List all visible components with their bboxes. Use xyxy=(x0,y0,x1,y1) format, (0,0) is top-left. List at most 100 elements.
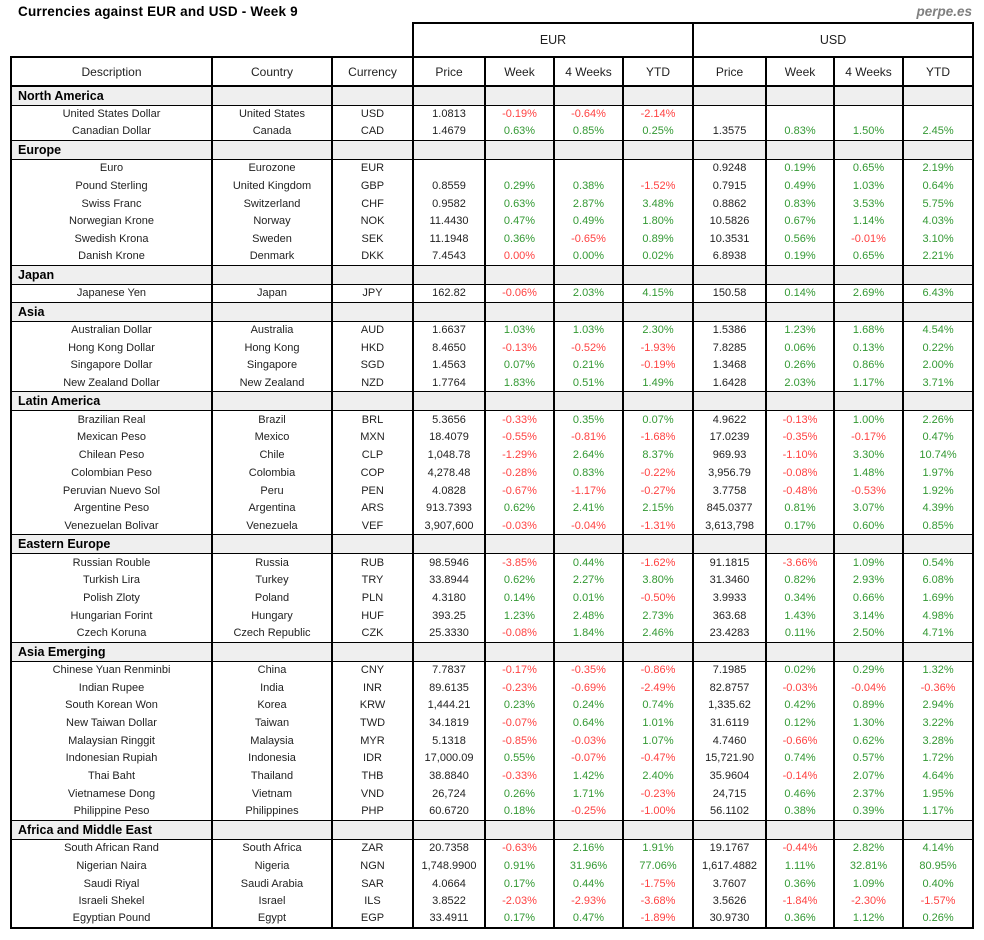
cell-eur-ytd: -2.14% xyxy=(621,105,695,123)
cell-usd-price: 1.6428 xyxy=(692,374,768,392)
cell-usd-week: 0.67% xyxy=(765,212,836,231)
section-cell xyxy=(902,85,975,106)
cell-usd-4weeks: 1.68% xyxy=(833,321,905,339)
cell-country: Norway xyxy=(211,212,333,231)
cell-currency-code: VEF xyxy=(331,517,414,535)
cell-usd-ytd: 80.95% xyxy=(902,857,975,875)
table-row: South African Rand South Africa ZAR 20.7358… xyxy=(10,839,975,858)
section-cell xyxy=(211,265,333,285)
cell-eur-ytd: 2.73% xyxy=(621,606,695,625)
cell-usd-ytd: -1.57% xyxy=(902,892,975,911)
section-cell xyxy=(765,301,836,322)
cell-eur-4weeks: -0.52% xyxy=(553,338,624,357)
section-cell xyxy=(621,819,695,840)
section-header-row: North America xyxy=(10,85,975,106)
cell-usd-price: 15,721.90 xyxy=(692,749,768,768)
cell-usd-ytd: 10.74% xyxy=(902,446,975,464)
cell-usd-price: 30.9730 xyxy=(692,910,768,929)
cell-eur-price: 17,000.09 xyxy=(412,749,486,768)
cell-eur-4weeks: 2.64% xyxy=(553,446,624,464)
table-row: Singapore Dollar Singapore SGD 1.4563 0.07% 0… xyxy=(10,356,975,375)
table-row: Indian Rupee India INR 89.6135 -0.23% -0.69% -… xyxy=(10,678,975,697)
col-header-description: Description xyxy=(10,56,213,87)
cell-usd-ytd: 5.75% xyxy=(902,194,975,213)
cell-usd-4weeks: 1.50% xyxy=(833,122,905,141)
cell-usd-ytd: 0.47% xyxy=(902,428,975,447)
cell-usd-price: 969.93 xyxy=(692,446,768,464)
cell-eur-week: 0.36% xyxy=(484,230,555,248)
section-cell xyxy=(484,391,555,412)
section-cell xyxy=(621,391,695,412)
cell-eur-4weeks: 0.35% xyxy=(553,410,624,429)
cell-usd-ytd: 1.95% xyxy=(902,785,975,803)
cell-country: Indonesia xyxy=(211,749,333,768)
table-row: Egyptian Pound Egypt EGP 33.4911 0.17% 0.47% -… xyxy=(10,910,975,929)
section-cell xyxy=(211,139,333,160)
col-header-usd-price: Price xyxy=(692,56,768,87)
cell-usd-ytd: 2.45% xyxy=(902,122,975,141)
section-title: Eastern Europe xyxy=(10,534,213,555)
cell-usd-4weeks: 1.03% xyxy=(833,177,905,195)
cell-country: Philippines xyxy=(211,802,333,821)
cell-eur-week: -0.13% xyxy=(484,338,555,357)
table-row: Saudi Riyal Saudi Arabia SAR 4.0664 0.17% 0.4… xyxy=(10,874,975,893)
cell-usd-ytd: 0.26% xyxy=(902,910,975,929)
cell-eur-week: -0.33% xyxy=(484,767,555,785)
cell-country: South Africa xyxy=(211,839,333,858)
section-cell xyxy=(484,85,555,106)
cell-usd-price: 10.5826 xyxy=(692,212,768,231)
cell-currency-code: NOK xyxy=(331,212,414,231)
cell-description: Danish Krone xyxy=(10,247,213,266)
section-cell xyxy=(331,139,414,160)
section-cell xyxy=(765,139,836,160)
cell-currency-code: CHF xyxy=(331,194,414,213)
cell-currency-code: GBP xyxy=(331,177,414,195)
cell-usd-4weeks: 2.93% xyxy=(833,571,905,590)
cell-description: Saudi Riyal xyxy=(10,874,213,893)
cell-eur-4weeks: -0.04% xyxy=(553,517,624,535)
cell-usd-4weeks: 3.30% xyxy=(833,446,905,464)
section-cell xyxy=(833,819,905,840)
cell-usd-ytd: 2.21% xyxy=(902,247,975,266)
cell-usd-week: -1.84% xyxy=(765,892,836,911)
cell-eur-week: -0.08% xyxy=(484,624,555,643)
cell-usd-4weeks: 2.07% xyxy=(833,767,905,785)
cell-usd-ytd xyxy=(902,105,975,123)
table-row: Chilean Peso Chile CLP 1,048.78 -1.29% 2.64% 8… xyxy=(10,446,975,464)
cell-usd-ytd: 3.22% xyxy=(902,714,975,732)
cell-description: Brazilian Real xyxy=(10,410,213,429)
table-row: Thai Baht Thailand THB 38.8840 -0.33% 1.42% 2.… xyxy=(10,767,975,785)
cell-eur-4weeks: 1.71% xyxy=(553,785,624,803)
cell-usd-ytd: 1.69% xyxy=(902,589,975,607)
cell-currency-code: CAD xyxy=(331,122,414,141)
section-cell xyxy=(412,85,486,106)
section-cell xyxy=(211,534,333,555)
cell-description: Venezuelan Bolivar xyxy=(10,517,213,535)
cell-usd-week: 2.03% xyxy=(765,374,836,392)
cell-eur-ytd: -0.23% xyxy=(621,785,695,803)
section-cell xyxy=(833,85,905,106)
table-row: Brazilian Real Brazil BRL 5.3656 -0.33% 0.35%… xyxy=(10,410,975,429)
cell-eur-week: 1.23% xyxy=(484,606,555,625)
cell-eur-price: 4.3180 xyxy=(412,589,486,607)
cell-eur-week: 0.26% xyxy=(484,785,555,803)
cell-description: Swedish Krona xyxy=(10,230,213,248)
cell-eur-price: 1.7764 xyxy=(412,374,486,392)
cell-eur-week: -0.33% xyxy=(484,410,555,429)
cell-usd-4weeks: 0.57% xyxy=(833,749,905,768)
col-header-usd-ytd: YTD xyxy=(902,56,975,87)
cell-eur-ytd: 0.07% xyxy=(621,410,695,429)
cell-eur-ytd: 1.80% xyxy=(621,212,695,231)
cell-usd-4weeks: 2.37% xyxy=(833,785,905,803)
cell-country: Russia xyxy=(211,553,333,572)
cell-country: United States xyxy=(211,105,333,123)
section-cell xyxy=(412,139,486,160)
cell-eur-week: 0.14% xyxy=(484,589,555,607)
cell-usd-week: -0.03% xyxy=(765,678,836,697)
section-cell xyxy=(765,534,836,555)
cell-description: Vietnamese Dong xyxy=(10,785,213,803)
cell-eur-4weeks: -0.81% xyxy=(553,428,624,447)
cell-description: Singapore Dollar xyxy=(10,356,213,375)
cell-country: Colombia xyxy=(211,464,333,482)
section-cell xyxy=(833,641,905,662)
